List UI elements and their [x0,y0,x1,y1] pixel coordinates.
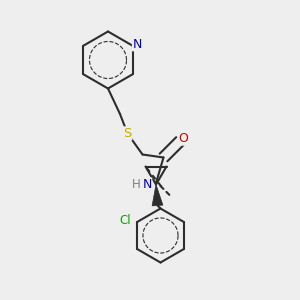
Text: Cl: Cl [119,214,131,227]
Polygon shape [152,184,163,206]
Text: N: N [133,38,142,51]
Text: H: H [132,178,141,191]
Text: S: S [123,127,132,140]
Text: N: N [142,178,152,191]
Text: O: O [179,132,188,145]
